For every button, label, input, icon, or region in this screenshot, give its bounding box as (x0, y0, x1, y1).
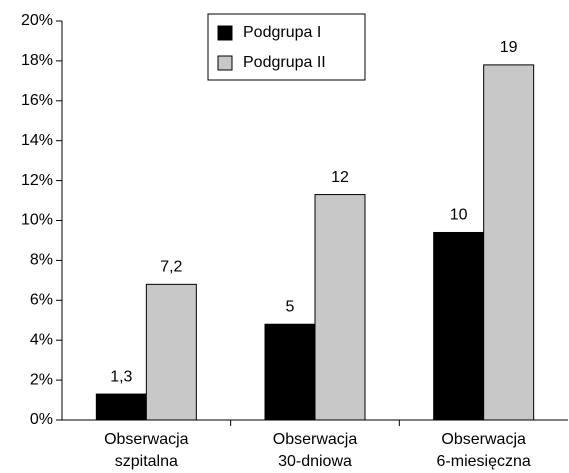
x-tick-label: Obserwacja (104, 431, 189, 448)
legend-swatch (217, 55, 233, 71)
legend-label: Podgrupa II (243, 54, 326, 71)
x-tick-label: Obserwacja (273, 431, 358, 448)
bar (95, 393, 147, 421)
data-label: 12 (331, 169, 349, 186)
bar (314, 194, 366, 421)
legend-box (207, 13, 366, 81)
y-tick-label: 0% (30, 411, 53, 428)
y-tick-label: 12% (21, 172, 53, 189)
bar (145, 283, 197, 421)
y-tick-label: 2% (30, 371, 53, 388)
bar (264, 323, 316, 421)
bar (433, 231, 485, 421)
y-tick-label: 14% (21, 132, 53, 149)
data-label: 19 (500, 39, 518, 56)
data-label: 10 (450, 207, 468, 224)
y-tick-label: 6% (30, 292, 53, 309)
data-label: 7,2 (160, 259, 182, 276)
x-tick-label: szpitalna (115, 453, 178, 470)
bar (483, 64, 535, 421)
legend-swatch (217, 25, 233, 41)
data-label: 5 (286, 298, 295, 315)
x-tick-label: 30-dniowa (278, 453, 352, 470)
data-label: 1,3 (110, 368, 132, 385)
y-tick-label: 10% (21, 212, 53, 229)
y-tick-label: 18% (21, 52, 53, 69)
y-tick-label: 16% (21, 92, 53, 109)
y-tick-label: 20% (21, 12, 53, 29)
x-tick-label: 6-miesięczna (437, 453, 531, 470)
x-tick-label: Obserwacja (441, 431, 526, 448)
y-tick-label: 8% (30, 252, 53, 269)
legend-label: Podgrupa I (243, 24, 321, 41)
y-tick-label: 4% (30, 331, 53, 348)
